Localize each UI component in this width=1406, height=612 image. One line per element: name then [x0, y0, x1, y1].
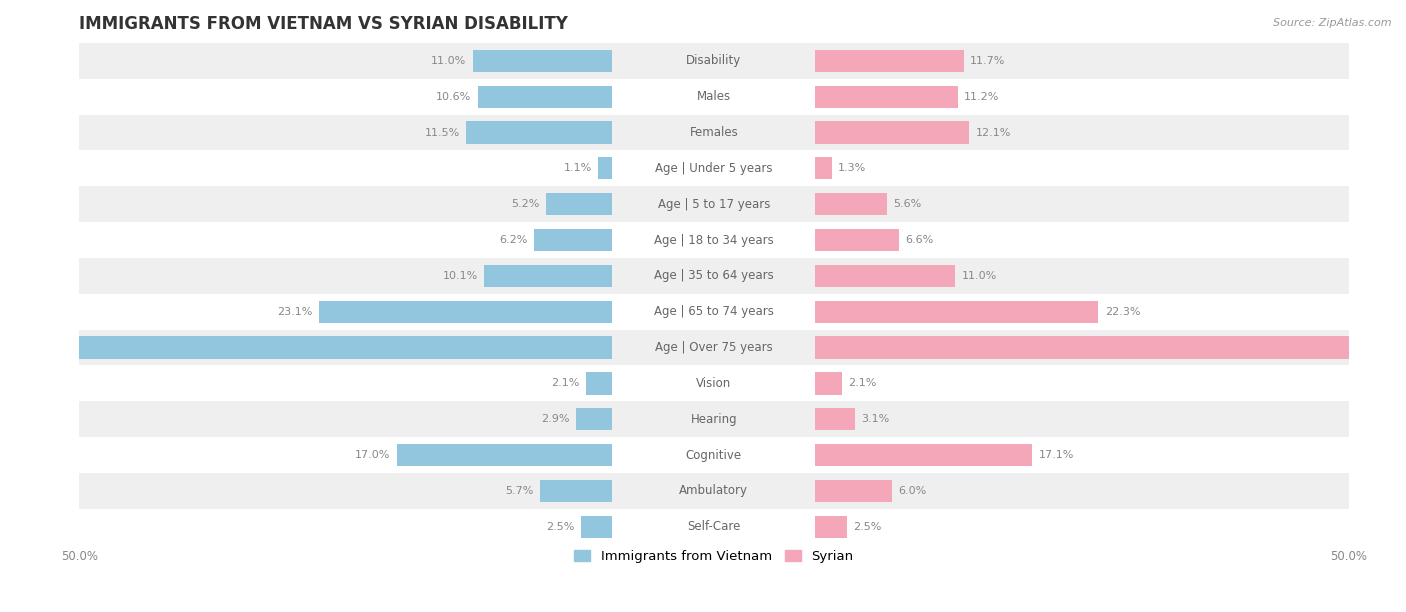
Bar: [79, 294, 1348, 330]
Text: 5.6%: 5.6%: [893, 199, 921, 209]
Bar: [815, 300, 1098, 323]
Text: Age | 35 to 64 years: Age | 35 to 64 years: [654, 269, 773, 282]
Text: IMMIGRANTS FROM VIETNAM VS SYRIAN DISABILITY: IMMIGRANTS FROM VIETNAM VS SYRIAN DISABI…: [79, 15, 568, 33]
Text: 6.2%: 6.2%: [499, 235, 527, 245]
Text: 10.1%: 10.1%: [443, 271, 478, 281]
Bar: [79, 186, 1348, 222]
Bar: [815, 408, 855, 430]
Text: 11.7%: 11.7%: [970, 56, 1005, 66]
Text: 23.1%: 23.1%: [277, 307, 312, 317]
Text: Ambulatory: Ambulatory: [679, 485, 748, 498]
Bar: [534, 229, 613, 251]
Bar: [467, 121, 613, 144]
Bar: [478, 86, 613, 108]
Bar: [815, 86, 957, 108]
Bar: [815, 516, 848, 538]
Text: 11.5%: 11.5%: [425, 127, 460, 138]
Bar: [815, 157, 832, 179]
Text: Females: Females: [689, 126, 738, 139]
Text: 11.0%: 11.0%: [432, 56, 467, 66]
Text: 17.1%: 17.1%: [1039, 450, 1074, 460]
Text: 2.5%: 2.5%: [853, 522, 882, 532]
Text: Males: Males: [697, 90, 731, 103]
Bar: [815, 337, 1406, 359]
Text: Hearing: Hearing: [690, 412, 737, 426]
Bar: [815, 193, 887, 215]
Bar: [472, 50, 613, 72]
Text: 2.1%: 2.1%: [848, 378, 877, 389]
Bar: [547, 193, 613, 215]
Bar: [79, 258, 1348, 294]
Bar: [79, 330, 1348, 365]
Legend: Immigrants from Vietnam, Syrian: Immigrants from Vietnam, Syrian: [569, 545, 859, 568]
Text: 6.0%: 6.0%: [898, 486, 927, 496]
Text: 5.7%: 5.7%: [505, 486, 534, 496]
Bar: [79, 473, 1348, 509]
Bar: [79, 365, 1348, 401]
Bar: [79, 509, 1348, 545]
Bar: [319, 300, 613, 323]
Bar: [815, 229, 900, 251]
Text: Self-Care: Self-Care: [688, 520, 741, 533]
Bar: [575, 408, 613, 430]
Bar: [396, 444, 613, 466]
Text: Age | 18 to 34 years: Age | 18 to 34 years: [654, 234, 773, 247]
Bar: [0, 337, 613, 359]
Bar: [484, 265, 613, 287]
Text: 11.0%: 11.0%: [962, 271, 997, 281]
Text: 3.1%: 3.1%: [860, 414, 890, 424]
Bar: [815, 372, 842, 395]
Bar: [581, 516, 613, 538]
Bar: [79, 401, 1348, 437]
Bar: [815, 121, 969, 144]
Bar: [540, 480, 613, 502]
Bar: [815, 444, 1032, 466]
Text: Age | Over 75 years: Age | Over 75 years: [655, 341, 773, 354]
Bar: [815, 50, 965, 72]
Text: 11.2%: 11.2%: [965, 92, 1000, 102]
Text: Vision: Vision: [696, 377, 731, 390]
Text: 12.1%: 12.1%: [976, 127, 1011, 138]
Text: 48.7%: 48.7%: [4, 343, 44, 353]
Text: Age | 5 to 17 years: Age | 5 to 17 years: [658, 198, 770, 211]
Text: 1.3%: 1.3%: [838, 163, 866, 173]
Text: 46.7%: 46.7%: [1360, 343, 1398, 353]
Text: 6.6%: 6.6%: [905, 235, 934, 245]
Text: 10.6%: 10.6%: [436, 92, 471, 102]
Bar: [79, 437, 1348, 473]
Text: Age | 65 to 74 years: Age | 65 to 74 years: [654, 305, 773, 318]
Text: 5.2%: 5.2%: [512, 199, 540, 209]
Text: 17.0%: 17.0%: [354, 450, 391, 460]
Text: 22.3%: 22.3%: [1105, 307, 1140, 317]
Bar: [586, 372, 613, 395]
Bar: [79, 43, 1348, 79]
Text: 2.9%: 2.9%: [541, 414, 569, 424]
Text: Cognitive: Cognitive: [686, 449, 742, 461]
Text: 2.5%: 2.5%: [546, 522, 574, 532]
Text: Disability: Disability: [686, 54, 741, 67]
Bar: [815, 480, 891, 502]
Bar: [79, 79, 1348, 114]
Bar: [79, 114, 1348, 151]
Text: Source: ZipAtlas.com: Source: ZipAtlas.com: [1274, 18, 1392, 28]
Bar: [599, 157, 613, 179]
Text: Age | Under 5 years: Age | Under 5 years: [655, 162, 773, 175]
Bar: [79, 151, 1348, 186]
Text: 2.1%: 2.1%: [551, 378, 579, 389]
Text: 1.1%: 1.1%: [564, 163, 592, 173]
Bar: [815, 265, 955, 287]
Bar: [79, 222, 1348, 258]
